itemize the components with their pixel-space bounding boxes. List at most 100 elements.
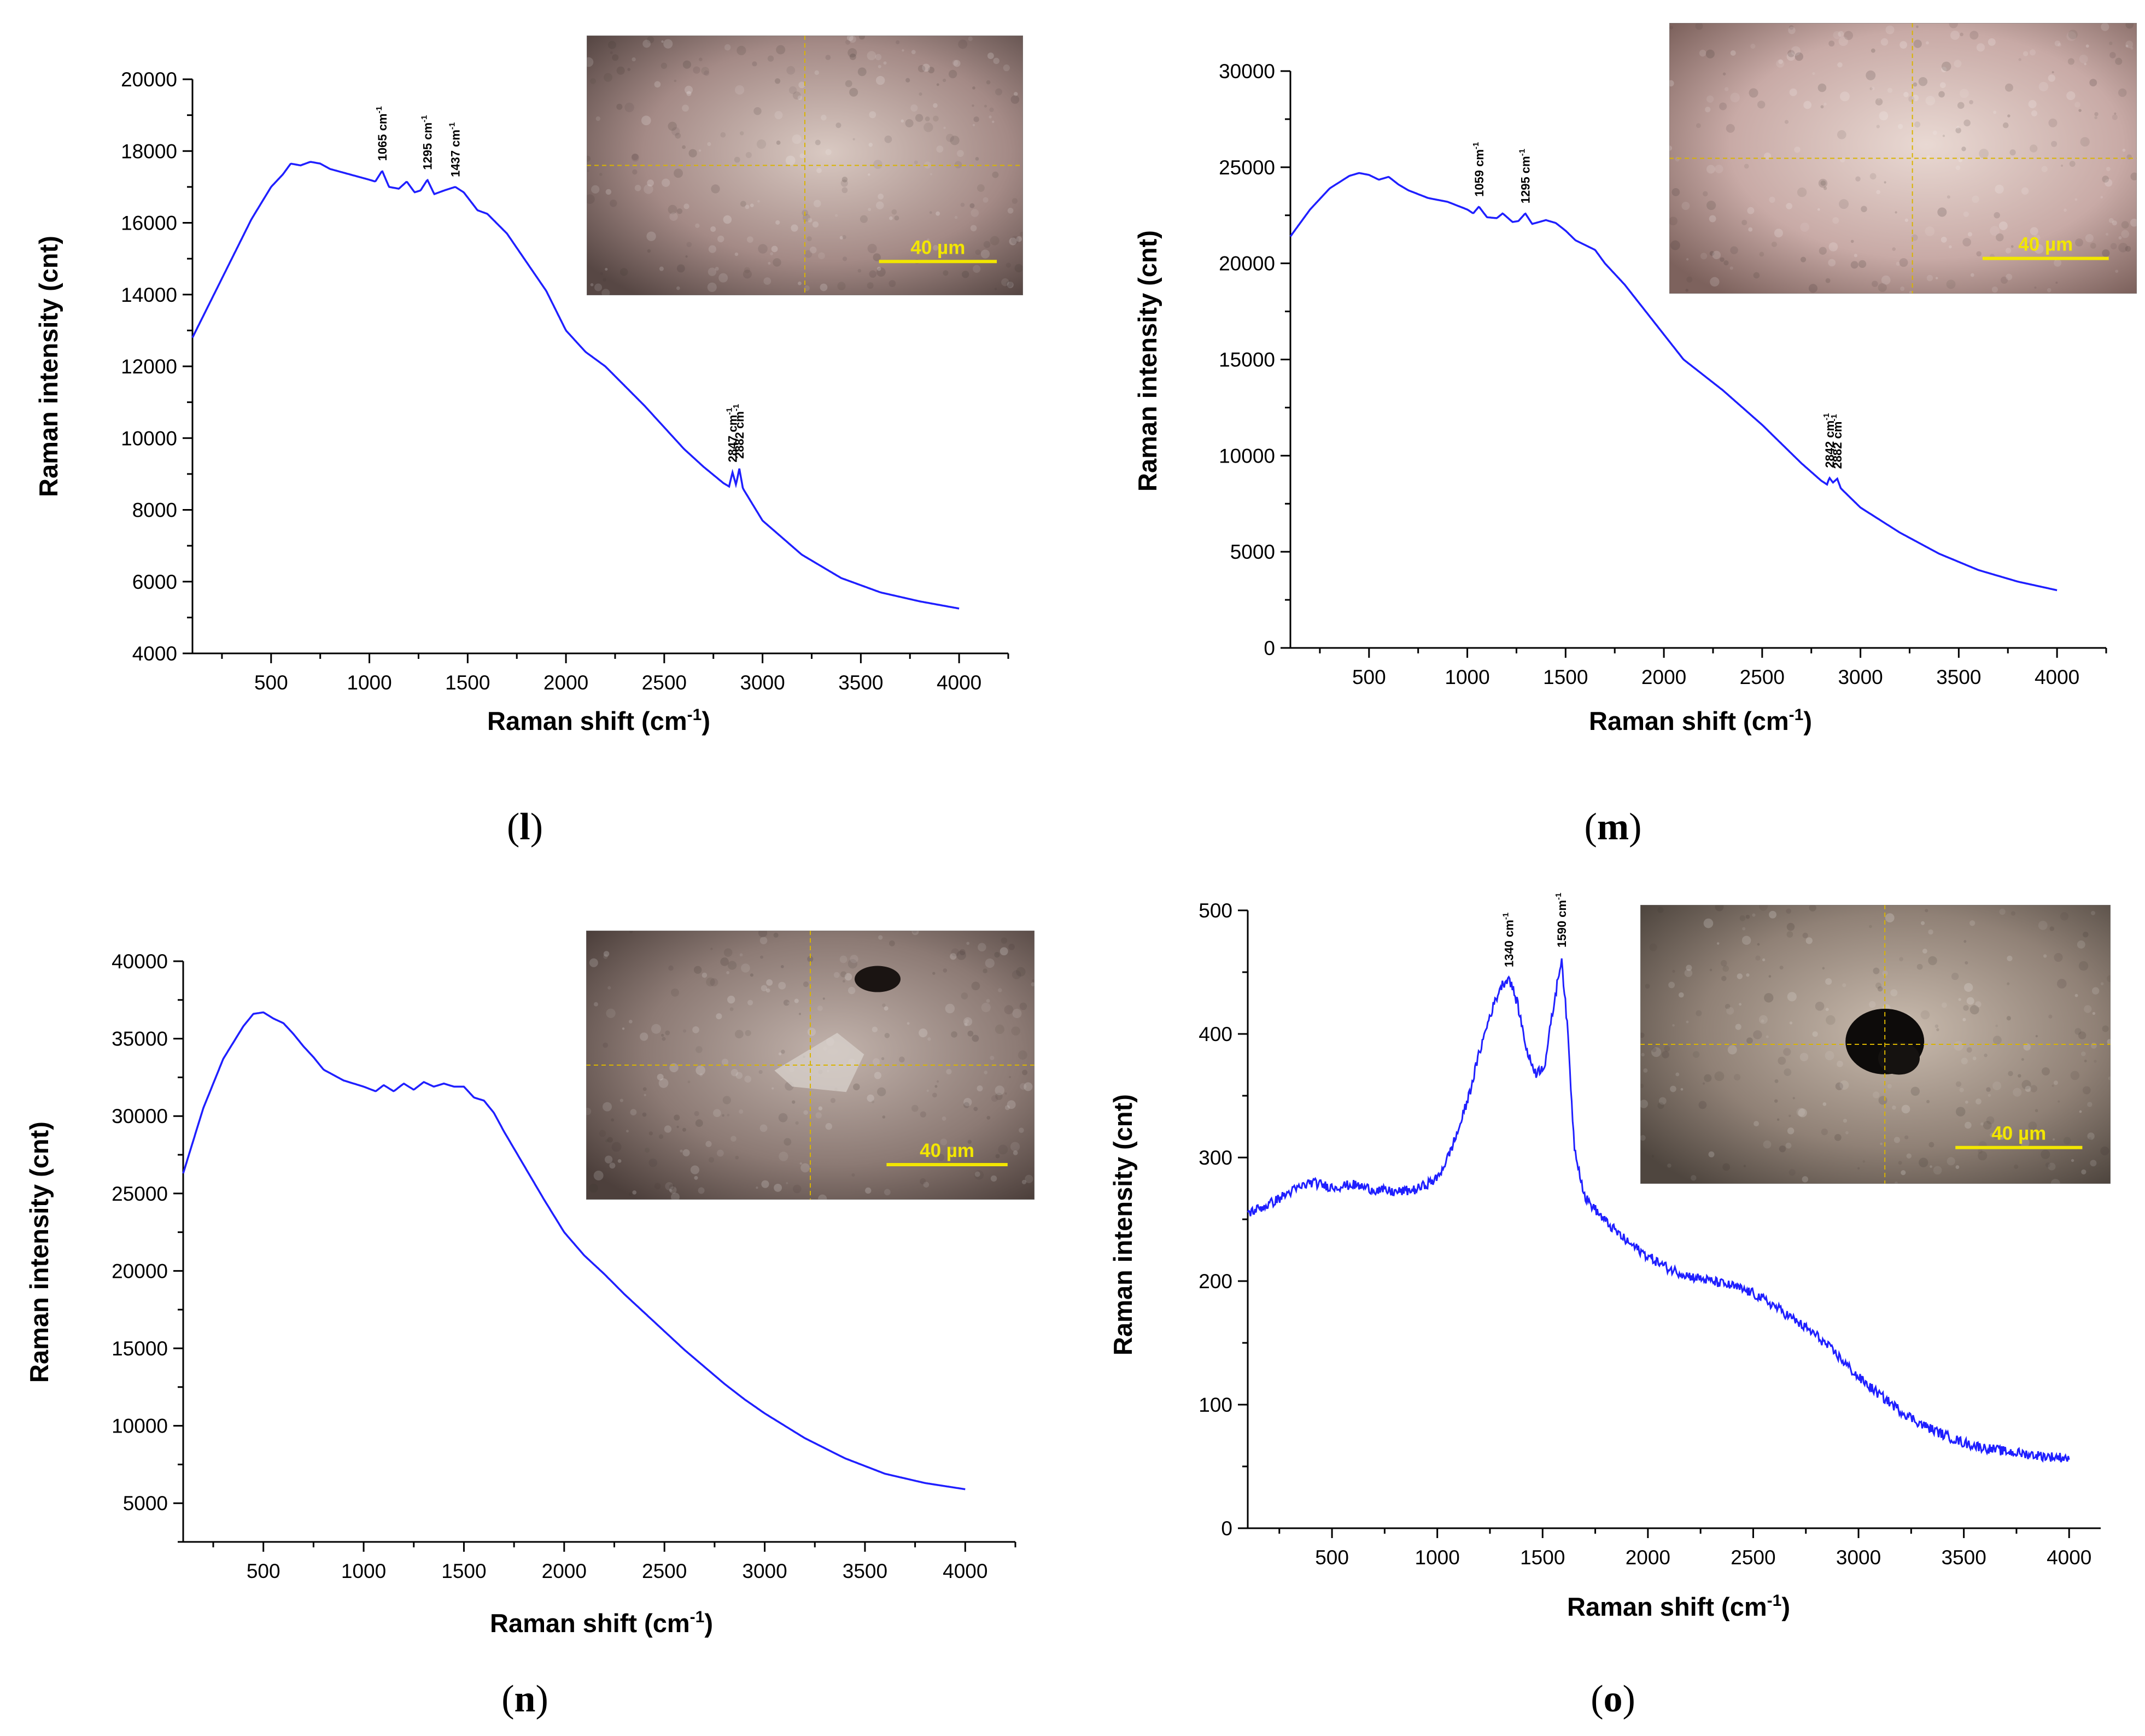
peak-annotation-value: 1590 cm xyxy=(1555,900,1569,948)
panel-label-close: ) xyxy=(530,806,543,848)
micrograph-speckle xyxy=(1681,202,1690,211)
micrograph-speckle xyxy=(786,1182,788,1184)
micrograph-speckle xyxy=(779,1152,788,1161)
micrograph-speckle xyxy=(998,1144,1008,1155)
x-tick-label: 1500 xyxy=(1543,666,1588,688)
micrograph-speckle xyxy=(682,60,691,69)
micrograph-speckle xyxy=(1903,92,1909,97)
micrograph-speckle xyxy=(1789,88,1797,96)
panel-label-open: ( xyxy=(1591,1678,1603,1720)
micrograph-speckle xyxy=(1766,1035,1769,1038)
micrograph-speckle xyxy=(1742,927,1746,931)
micrograph-speckle xyxy=(953,60,961,67)
micrograph-speckle xyxy=(973,265,981,273)
micrograph-inset: 40 µm xyxy=(587,36,1023,295)
peak-annotation: 2842 cm-1 xyxy=(1822,413,1837,468)
micrograph-speckle xyxy=(1821,1128,1828,1136)
micrograph-speckle xyxy=(943,78,946,83)
micrograph-speckle xyxy=(1964,983,1973,992)
micrograph-speckle xyxy=(990,1175,997,1182)
x-axis-title: Raman shift (cm-1) xyxy=(1589,706,1812,735)
micrograph-speckle xyxy=(2000,276,2008,284)
x-tick-label: 1000 xyxy=(347,671,391,694)
micrograph-speckle xyxy=(2052,71,2054,74)
micrograph-speckle xyxy=(1916,25,1919,28)
micrograph-speckle xyxy=(1761,1019,1764,1023)
micrograph-speckle xyxy=(889,216,893,220)
micrograph-speckle xyxy=(2090,1160,2097,1167)
micrograph-speckle xyxy=(867,51,876,61)
micrograph-speckle xyxy=(815,139,821,145)
micrograph-speckle xyxy=(2080,1051,2086,1056)
micrograph-speckle xyxy=(984,104,987,108)
micrograph-speckle xyxy=(2013,1088,2022,1097)
micrograph-speckle xyxy=(1791,46,1801,56)
micrograph-speckle xyxy=(952,60,958,66)
micrograph-speckle xyxy=(608,40,616,49)
micrograph-speckle xyxy=(1719,102,1727,110)
micrograph-speckle xyxy=(766,979,773,986)
micrograph-speckle xyxy=(1825,1008,1829,1012)
y-axis-title: Raman intensity (cnt) xyxy=(1133,230,1162,492)
micrograph-speckle xyxy=(1729,266,1733,270)
micrograph-speckle xyxy=(702,972,708,978)
x-tick-label: 4000 xyxy=(2035,666,2079,688)
micrograph-speckle xyxy=(729,1007,734,1012)
micrograph-speckle xyxy=(1972,1056,1977,1061)
micrograph-speckle xyxy=(1753,1030,1762,1039)
micrograph-speckle xyxy=(1955,1107,1966,1117)
micrograph-speckle xyxy=(934,1085,938,1088)
micrograph-speckle xyxy=(1786,908,1791,914)
micrograph-speckle xyxy=(2034,286,2037,289)
micrograph-speckle xyxy=(1822,967,1825,970)
micrograph-speckle xyxy=(1786,52,1796,61)
micrograph-speckle xyxy=(758,931,768,938)
micrograph-speckle xyxy=(1812,1031,1818,1037)
y-tick-label: 100 xyxy=(1199,1394,1232,1416)
micrograph-speckle xyxy=(848,48,857,57)
y-tick-label: 8000 xyxy=(132,499,177,522)
micrograph-speckle xyxy=(1949,23,1958,28)
micrograph-speckle xyxy=(743,270,752,279)
y-tick-label: 5000 xyxy=(1230,541,1275,563)
micrograph-speckle xyxy=(2114,112,2117,115)
micrograph-speckle xyxy=(726,971,729,974)
micrograph-speckle xyxy=(2094,116,2097,120)
micrograph-speckle xyxy=(685,255,688,258)
peak-annotation: 2882 cm-1 xyxy=(1830,414,1844,469)
micrograph-speckle xyxy=(628,1192,633,1196)
micrograph-speckle xyxy=(1007,281,1014,289)
micrograph-speckle xyxy=(2092,1012,2096,1015)
micrograph-speckle xyxy=(600,272,603,275)
micrograph-speckle xyxy=(942,1116,946,1121)
micrograph-speckle xyxy=(698,1187,705,1194)
micrograph-speckle xyxy=(1992,1081,2002,1090)
micrograph-speckle xyxy=(1866,70,1876,80)
peak-annotation-value: 1437 cm xyxy=(449,130,463,177)
peak-annotation: 2847 cm-1 xyxy=(725,407,740,462)
micrograph-speckle xyxy=(1962,1018,1966,1021)
micrograph-speckle xyxy=(1672,969,1675,973)
micrograph-speckle xyxy=(1990,226,2000,236)
peak-annotation-sup: -1 xyxy=(1830,414,1839,421)
micrograph-speckle xyxy=(1887,87,1893,93)
micrograph-speckle xyxy=(808,218,813,223)
y-tick-label: 4000 xyxy=(132,642,177,665)
micrograph-speckle xyxy=(1904,1135,1909,1139)
micrograph-speckle xyxy=(2083,931,2089,938)
micrograph-speckle xyxy=(977,184,985,192)
micrograph-speckle xyxy=(883,61,887,65)
micrograph-speckle xyxy=(2018,58,2021,61)
micrograph-speckle xyxy=(2058,43,2061,47)
micrograph-speckle xyxy=(1685,289,1688,292)
micrograph-speckle xyxy=(817,1006,823,1012)
micrograph-speckle xyxy=(1706,95,1714,103)
micrograph-speckle xyxy=(1955,1165,1960,1169)
micrograph-speckle xyxy=(2066,31,2077,42)
micrograph-speckle xyxy=(825,1123,832,1130)
micrograph-speckle xyxy=(708,1157,715,1163)
panel-label-letter: m xyxy=(1597,806,1629,848)
micrograph-speckle xyxy=(1009,237,1017,246)
micrograph-speckle xyxy=(723,948,733,957)
micrograph-speckle xyxy=(674,79,677,83)
